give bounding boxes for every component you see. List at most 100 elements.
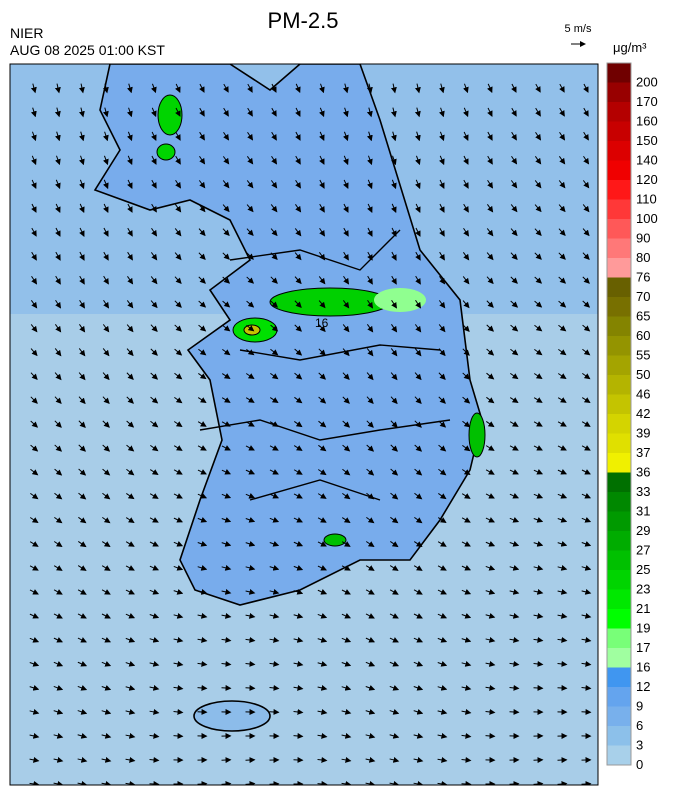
wind-arrow — [101, 637, 112, 643]
wind-arrow — [30, 348, 38, 357]
wind-arrow — [390, 131, 397, 142]
wind-arrow — [581, 397, 591, 404]
wind-arrow — [221, 469, 232, 475]
wind-arrow — [245, 397, 255, 403]
colorbar-swatch — [607, 667, 631, 687]
wind-arrow — [317, 589, 328, 595]
wind-arrow — [246, 180, 254, 189]
wind-arrow — [509, 469, 519, 475]
wind-arrow — [149, 613, 160, 619]
wind-arrow — [437, 661, 448, 667]
wind-arrow — [54, 492, 63, 500]
wind-arrow — [198, 348, 207, 356]
wind-arrow — [414, 444, 423, 452]
colorbar-label: 16 — [636, 660, 650, 675]
wind-arrow — [319, 83, 325, 94]
wind-arrow — [55, 227, 61, 237]
wind-arrow — [341, 541, 351, 547]
wind-arrow — [557, 612, 568, 619]
wind-arrow — [438, 372, 446, 380]
wind-arrow — [79, 227, 85, 237]
wind-arrow — [245, 781, 256, 785]
wind-arrow — [269, 421, 279, 427]
wind-arrow — [414, 420, 422, 428]
wind-arrow — [103, 227, 109, 237]
wind-arrow — [487, 107, 493, 117]
wind-arrow — [438, 107, 445, 118]
wind-arrow — [558, 276, 567, 284]
wind-arrow — [173, 541, 184, 547]
wind-arrow — [78, 107, 85, 118]
wind-arrow — [293, 612, 304, 619]
wind-arrow — [197, 564, 208, 571]
colorbar-label: 6 — [636, 718, 643, 733]
wind-arrow — [221, 588, 232, 595]
colorbar-label: 17 — [636, 640, 650, 655]
wind-arrow — [222, 276, 231, 284]
wind-arrow — [317, 684, 328, 691]
wind-arrow — [78, 444, 86, 452]
wind-arrow — [127, 131, 133, 142]
wind-arrow — [53, 589, 63, 595]
wind-arrow — [558, 204, 566, 213]
wind-arrow — [29, 661, 40, 667]
wind-arrow — [30, 107, 37, 118]
colorbar-label: 80 — [636, 250, 650, 265]
wind-arrow — [533, 373, 543, 380]
wind-arrow — [31, 203, 37, 213]
wind-arrow — [269, 397, 279, 404]
wind-arrow — [294, 228, 302, 237]
wind-arrow — [509, 541, 520, 547]
wind-arrow — [151, 83, 157, 94]
wind-arrow — [317, 708, 328, 715]
wind-arrow — [30, 420, 39, 428]
wind-arrow — [365, 613, 375, 619]
wind-arrow — [30, 444, 39, 452]
wind-arrow — [461, 493, 471, 499]
wind-arrow — [509, 564, 520, 571]
wind-arrow — [175, 107, 181, 117]
wind-arrow — [127, 179, 133, 189]
wind-arrow — [439, 155, 445, 166]
wind-arrow — [197, 493, 208, 499]
wind-arrow — [221, 757, 232, 764]
wind-arrow — [174, 252, 182, 261]
colorbar-label: 23 — [636, 582, 650, 597]
wind-arrow — [222, 348, 231, 356]
wind-arrow — [437, 780, 448, 785]
wind-arrow — [31, 275, 38, 285]
colorbar-label: 200 — [636, 75, 658, 90]
wind-arrow — [78, 541, 87, 548]
colorbar-swatch — [607, 277, 631, 297]
wind-arrow — [317, 469, 327, 476]
wind-arrow — [293, 684, 304, 691]
wind-arrow — [461, 469, 471, 476]
wind-arrow — [245, 517, 256, 523]
colorbar-label: 37 — [636, 445, 650, 460]
wind-arrow — [78, 131, 85, 142]
wind-arrow — [439, 227, 445, 237]
wind-arrow — [486, 396, 495, 404]
colorbar-swatch — [607, 706, 631, 726]
wind-arrow — [341, 708, 352, 715]
wind-arrow — [557, 517, 568, 523]
wind-arrow — [581, 660, 592, 667]
wind-arrow — [391, 203, 397, 214]
wind-arrow — [486, 228, 494, 237]
wind-arrow — [463, 155, 469, 165]
wind-arrow — [223, 83, 229, 93]
colorbar-frame — [606, 62, 632, 766]
wind-arrow — [559, 131, 566, 141]
wind-arrow — [486, 252, 494, 261]
wind-arrow — [581, 781, 592, 785]
wind-arrow — [509, 660, 520, 667]
wind-arrow — [294, 348, 303, 356]
unit: μg/m³ — [613, 40, 647, 55]
wind-arrow — [533, 588, 544, 595]
wind-arrow — [509, 397, 519, 404]
wind-arrow — [54, 348, 62, 357]
wind-arrow — [365, 661, 376, 667]
wind-arrow — [149, 469, 159, 476]
wind-arrow — [197, 781, 208, 785]
wind-arrow — [269, 612, 280, 619]
